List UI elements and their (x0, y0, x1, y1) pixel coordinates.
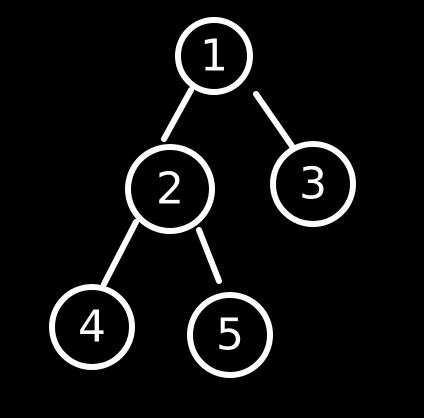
node-label-4: 4 (78, 302, 106, 353)
edge-1-2 (161, 87, 194, 142)
node-label-3: 3 (299, 159, 327, 210)
tree-edges (101, 87, 295, 287)
node-label-2: 2 (156, 164, 184, 215)
edge-2-4 (101, 219, 139, 287)
tree-node-2: 2 (125, 144, 215, 234)
edge-1-3 (253, 91, 295, 149)
tree-node-1: 1 (175, 17, 253, 95)
tree-node-3: 3 (270, 141, 356, 227)
node-label-5: 5 (216, 310, 244, 361)
tree-node-5: 5 (187, 292, 273, 378)
tree-nodes: 1 2 3 4 5 (49, 17, 356, 378)
tree-node-4: 4 (49, 284, 135, 370)
edge-2-5 (196, 227, 222, 284)
node-label-1: 1 (200, 31, 228, 82)
